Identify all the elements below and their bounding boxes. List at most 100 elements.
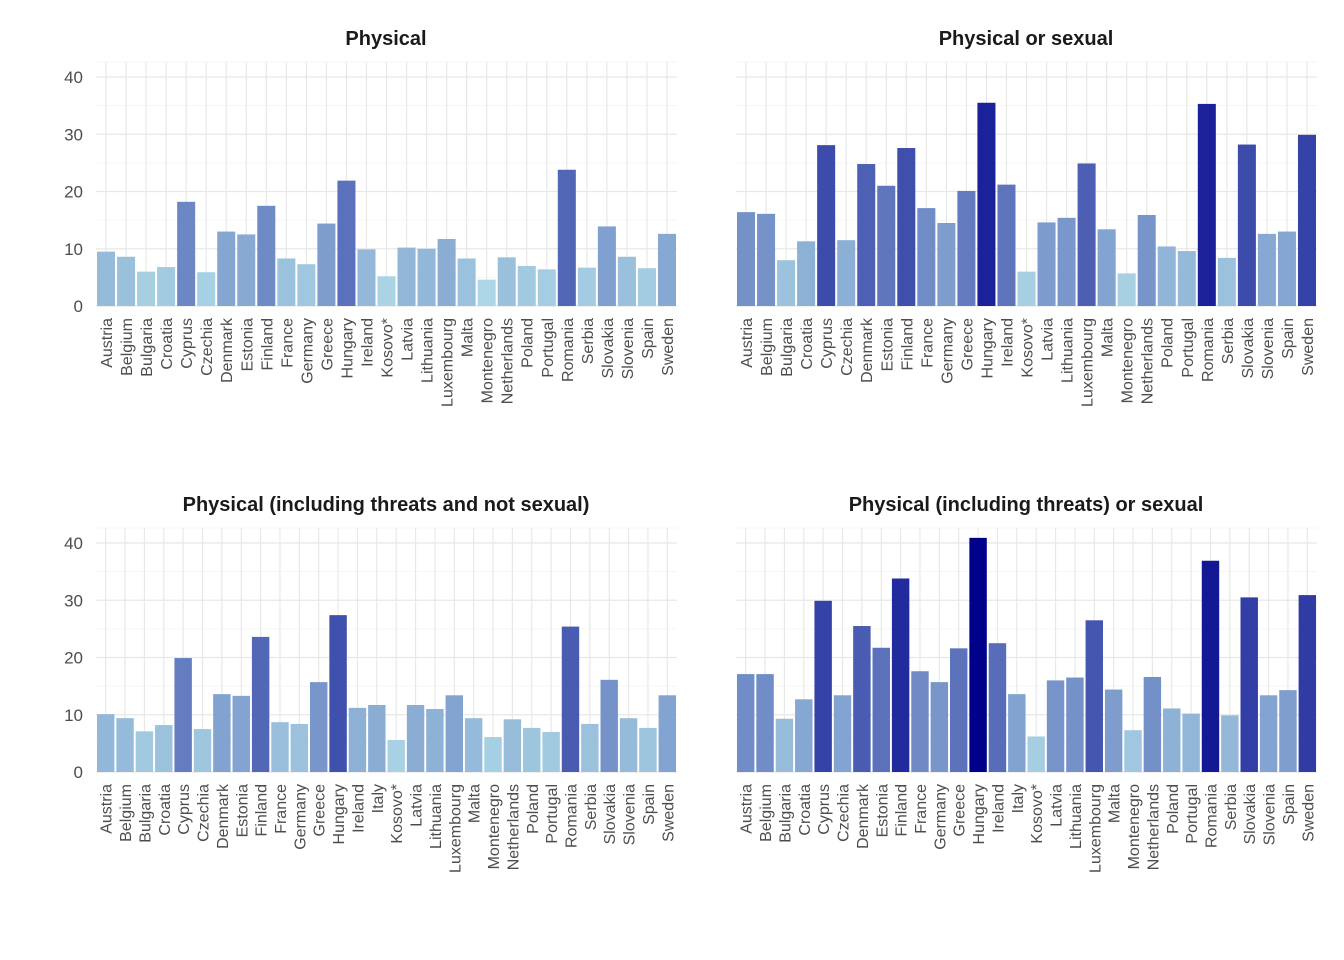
x-tick-label: Montenegro (1126, 784, 1143, 869)
x-tick-label: Denmark (219, 317, 236, 383)
bar-latvia (397, 247, 416, 306)
panel-title: Physical or sexual (939, 28, 1114, 50)
bar-ireland (357, 249, 376, 306)
bar-germany (930, 682, 949, 772)
x-tick-label: Lithuania (1060, 318, 1077, 383)
bar-romania (561, 626, 580, 772)
bar-belgium (757, 213, 776, 306)
bar-austria (97, 251, 116, 306)
x-tick-label: Ireland (350, 784, 367, 833)
bar-denmark (217, 231, 236, 306)
bar-poland (523, 727, 541, 772)
x-tick-label: Sweden (660, 318, 677, 376)
bar-slovakia (597, 226, 616, 306)
bar-hungary (329, 615, 347, 772)
bar-kosovo (1017, 271, 1036, 306)
y-tick-label: 0 (74, 763, 83, 782)
x-tick-label: Germany (932, 784, 949, 850)
x-tick-label: Finland (899, 318, 916, 370)
x-tick-label: France (919, 318, 936, 368)
bar-france (277, 258, 296, 306)
x-tick-label: Malta (467, 784, 484, 823)
x-tick-label: Portugal (544, 784, 561, 844)
bar-finland (897, 147, 916, 306)
bar-cyprus (177, 201, 196, 306)
x-tick-label: Greece (952, 784, 969, 837)
bar-luxembourg (445, 695, 463, 772)
x-tick-label: Croatia (797, 784, 814, 836)
x-tick-label: Austria (739, 784, 756, 834)
bar-france (911, 671, 929, 772)
bar-portugal (1177, 251, 1196, 306)
bar-cyprus (174, 658, 192, 772)
bar-denmark (857, 164, 876, 306)
y-tick-label: 40 (64, 68, 83, 87)
x-tick-label: Luxembourg (1080, 318, 1097, 407)
x-tick-label: Austria (739, 318, 756, 368)
bar-lithuania (417, 248, 436, 306)
x-tick-label: Ireland (999, 318, 1016, 367)
x-tick-label: Italy (1010, 784, 1027, 813)
bar-netherlands (1137, 214, 1156, 306)
y-tick-label: 40 (64, 534, 83, 553)
x-tick-label: Slovenia (622, 784, 639, 845)
bar-croatia (157, 267, 176, 306)
x-tick-label: Czechia (196, 784, 213, 842)
bar-spain (1279, 690, 1297, 772)
x-tick-label: Latvia (400, 318, 417, 361)
bar-belgium (117, 256, 136, 306)
bar-finland (251, 636, 270, 772)
bar-austria (96, 714, 115, 772)
x-tick-label: Cyprus (816, 784, 833, 835)
bar-malta (1097, 229, 1116, 306)
x-tick-label: Germany (939, 318, 956, 384)
bar-poland (517, 265, 536, 306)
x-tick-label: Slovakia (600, 318, 617, 379)
bar-denmark (853, 626, 871, 772)
bar-ireland (988, 643, 1007, 772)
bar-latvia (1046, 680, 1065, 772)
bar-romania (1197, 103, 1216, 306)
x-tick-label: Portugal (540, 318, 557, 378)
x-tick-label: Ireland (990, 784, 1007, 833)
bar-sweden (658, 695, 677, 772)
bar-portugal (542, 731, 560, 772)
x-tick-label: Bulgaria (777, 784, 794, 843)
bar-spain (639, 727, 657, 772)
x-tick-label: Malta (460, 318, 477, 357)
bar-cyprus (817, 145, 836, 306)
bar-germany (297, 264, 316, 306)
x-tick-label: Romania (563, 784, 580, 848)
panel-title: Physical (including threats) or sexual (849, 494, 1204, 516)
x-tick-label: Italy (370, 784, 387, 813)
x-tick-label: France (913, 784, 930, 834)
bar-denmark (213, 694, 231, 772)
bar-slovenia (1257, 233, 1276, 306)
x-tick-label: Belgium (119, 318, 136, 376)
x-tick-label: Denmark (855, 783, 872, 849)
x-tick-label: Luxembourg (1087, 784, 1104, 873)
x-tick-label: Bulgaria (139, 318, 156, 377)
x-tick-label: Germany (299, 318, 316, 384)
x-tick-label: Montenegro (480, 318, 497, 403)
x-tick-label: Estonia (874, 784, 891, 837)
chart-panel-3: 0 10 20 30 40 Austria Belgium Bulgaria Croatia Cy… (64, 494, 677, 873)
x-tick-label: Denmark (215, 783, 232, 849)
x-tick-label: Spain (641, 784, 658, 825)
bar-slovenia (1259, 695, 1278, 772)
x-tick-label: Belgium (759, 318, 776, 376)
x-tick-label: Austria (99, 784, 116, 834)
x-tick-label: Montenegro (486, 784, 503, 869)
bar-sweden (1297, 134, 1316, 306)
bar-luxembourg (437, 239, 456, 306)
bar-poland (1157, 246, 1176, 306)
bar-malta (457, 258, 476, 306)
bar-austria (737, 212, 756, 306)
y-tick-label: 10 (64, 240, 83, 259)
bar-estonia (237, 234, 256, 306)
bar-estonia (232, 695, 250, 772)
x-tick-label: Luxembourg (447, 784, 464, 873)
x-tick-label: Croatia (157, 784, 174, 836)
bar-montenegro (1117, 273, 1136, 306)
x-tick-label: Spain (1281, 784, 1298, 825)
